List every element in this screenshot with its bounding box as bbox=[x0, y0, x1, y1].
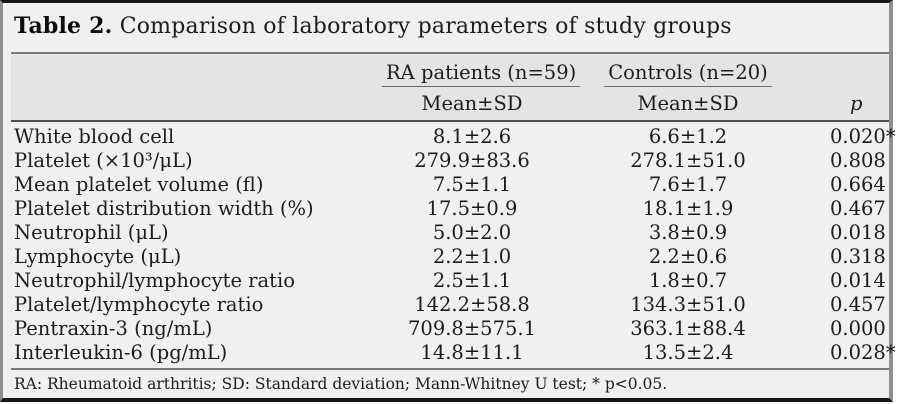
parameter-label: Platelet/lymphocyte ratio bbox=[14, 293, 264, 316]
group-header-spacer-right bbox=[814, 61, 889, 92]
table-title: Table 2. Comparison of laboratory parame… bbox=[11, 3, 889, 52]
footnote: RA: Rheumatoid arthritis; SD: Standard d… bbox=[14, 375, 668, 393]
column-group-ra-label: RA patients (n=59) bbox=[382, 61, 581, 87]
ra-value: 7.5±1.1 bbox=[432, 173, 512, 196]
parameter-label: Lymphocyte (μL) bbox=[14, 245, 182, 268]
column-group-ra: RA patients (n=59) bbox=[382, 61, 581, 92]
table-inner: Table 2. Comparison of laboratory parame… bbox=[3, 3, 896, 398]
mean-sd-header-controls: Mean±SD bbox=[637, 92, 739, 115]
parameter-label: Interleukin-6 (pg/mL) bbox=[14, 341, 228, 364]
ra-value: 142.2±58.8 bbox=[414, 293, 530, 316]
controls-value: 13.5±2.4 bbox=[642, 341, 734, 364]
p-header: p bbox=[850, 92, 863, 115]
p-value: 0.318 bbox=[830, 245, 886, 268]
controls-value: 2.2±0.6 bbox=[648, 245, 728, 268]
table-row: Mean platelet volume (fl) 7.5±1.1 7.6±1.… bbox=[11, 173, 889, 197]
p-value: 0.018 bbox=[830, 221, 886, 244]
column-group-controls: Controls (n=20) bbox=[562, 61, 814, 92]
controls-value: 7.6±1.7 bbox=[648, 173, 728, 196]
column-header-band: RA patients (n=59) Controls (n=20) Mean±… bbox=[11, 54, 889, 120]
ra-value: 2.2±1.0 bbox=[432, 245, 512, 268]
controls-value: 3.8±0.9 bbox=[648, 221, 728, 244]
sub-header-spacer bbox=[11, 92, 382, 118]
mean-sd-header-ra: Mean±SD bbox=[421, 92, 523, 115]
ra-value: 709.8±575.1 bbox=[408, 317, 536, 340]
table-row: White blood cell 8.1±2.6 6.6±1.2 0.020* bbox=[11, 125, 896, 149]
rule-below-header bbox=[11, 120, 889, 122]
parameter-label: White blood cell bbox=[14, 125, 175, 148]
p-value: 0.020* bbox=[830, 125, 896, 148]
ra-value: 8.1±2.6 bbox=[432, 125, 512, 148]
controls-value: 1.8±0.7 bbox=[648, 269, 728, 292]
table-row: Platelet/lymphocyte ratio 142.2±58.8 134… bbox=[11, 293, 889, 317]
table-row: Lymphocyte (μL) 2.2±1.0 2.2±0.6 0.318 bbox=[11, 245, 889, 269]
controls-value: 363.1±88.4 bbox=[630, 317, 746, 340]
table-row: Neutrophil (μL) 5.0±2.0 3.8±0.9 0.018 bbox=[11, 221, 889, 245]
ra-value: 17.5±0.9 bbox=[426, 197, 518, 220]
p-value: 0.808 bbox=[830, 149, 886, 172]
controls-value: 278.1±51.0 bbox=[630, 149, 746, 172]
ra-value: 2.5±1.1 bbox=[432, 269, 512, 292]
table-title-text: Comparison of laboratory parameters of s… bbox=[119, 14, 732, 39]
p-value: 0.028* bbox=[830, 341, 896, 364]
ra-value: 5.0±2.0 bbox=[432, 221, 512, 244]
table-number-label: Table 2. bbox=[14, 13, 113, 39]
group-header-row: RA patients (n=59) Controls (n=20) bbox=[11, 61, 889, 92]
parameter-label: Pentraxin-3 (ng/mL) bbox=[14, 317, 213, 340]
p-value: 0.000 bbox=[830, 317, 886, 340]
group-header-spacer bbox=[11, 61, 382, 92]
table-row: Interleukin-6 (pg/mL) 14.8±11.1 13.5±2.4… bbox=[11, 341, 896, 365]
rule-above-footnote bbox=[11, 368, 889, 370]
p-value: 0.467 bbox=[830, 197, 886, 220]
controls-value: 134.3±51.0 bbox=[630, 293, 746, 316]
table-body: White blood cell 8.1±2.6 6.6±1.2 0.020* … bbox=[11, 122, 896, 365]
table-row: Neutrophil/lymphocyte ratio 2.5±1.1 1.8±… bbox=[11, 269, 889, 293]
controls-value: 6.6±1.2 bbox=[648, 125, 728, 148]
p-value: 0.014 bbox=[830, 269, 886, 292]
ra-value: 14.8±11.1 bbox=[420, 341, 524, 364]
controls-value: 18.1±1.9 bbox=[642, 197, 734, 220]
table-row: Platelet (×10³/μL) 279.9±83.6 278.1±51.0… bbox=[11, 149, 889, 173]
parameter-label: Mean platelet volume (fl) bbox=[14, 173, 264, 196]
parameter-label: Platelet distribution width (%) bbox=[14, 197, 314, 220]
parameter-label: Neutrophil/lymphocyte ratio bbox=[14, 269, 295, 292]
parameter-label: Neutrophil (μL) bbox=[14, 221, 169, 244]
sub-header-row: Mean±SD Mean±SD p bbox=[11, 92, 889, 118]
rule-below-title bbox=[11, 52, 889, 54]
table-row: Pentraxin-3 (ng/mL) 709.8±575.1 363.1±88… bbox=[11, 317, 889, 341]
p-value: 0.664 bbox=[830, 173, 886, 196]
p-value: 0.457 bbox=[830, 293, 886, 316]
table-row: Platelet distribution width (%) 17.5±0.9… bbox=[11, 197, 889, 221]
column-group-controls-label: Controls (n=20) bbox=[604, 61, 772, 87]
ra-value: 279.9±83.6 bbox=[414, 149, 530, 172]
parameter-label: Platelet (×10³/μL) bbox=[14, 149, 193, 172]
